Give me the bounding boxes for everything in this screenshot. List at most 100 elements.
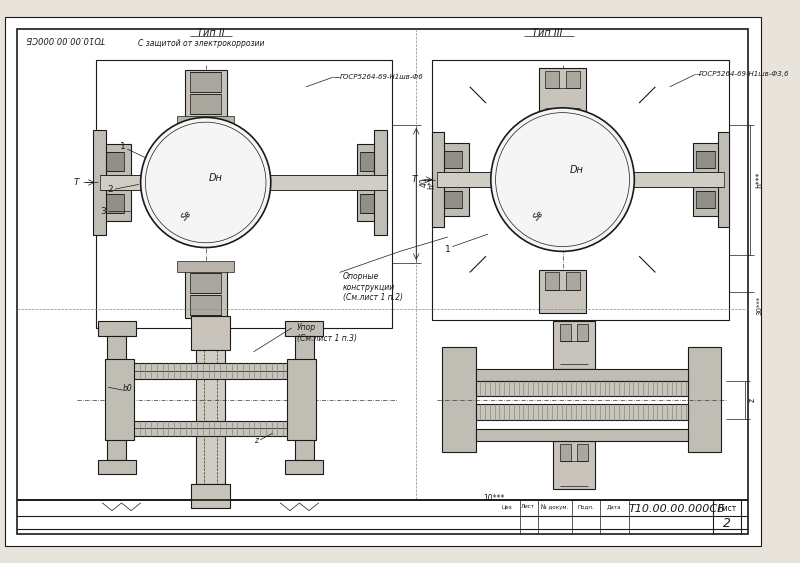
Bar — [101, 175, 387, 190]
Text: 30***: 30*** — [757, 296, 762, 315]
Bar — [124, 421, 297, 436]
Text: С защитой от электрокоррозии: С защитой от электрокоррозии — [138, 39, 264, 48]
Bar — [287, 359, 316, 440]
Text: Лист: Лист — [521, 520, 535, 525]
Text: Подп.: Подп. — [577, 504, 594, 510]
Bar — [577, 324, 589, 341]
Bar — [538, 270, 586, 312]
Bar — [442, 347, 475, 452]
Bar — [360, 152, 381, 171]
Text: Упор
(См.лист 1 п.3): Упор (См.лист 1 п.3) — [297, 323, 357, 342]
Bar — [177, 261, 234, 272]
Bar — [285, 460, 323, 474]
Bar — [553, 321, 595, 369]
Text: ГОСР5264-69-Н1шв-Ф3,6: ГОСР5264-69-Н1шв-Ф3,6 — [698, 72, 789, 77]
Bar — [124, 363, 297, 378]
Text: Дата: Дата — [607, 504, 622, 510]
Bar — [190, 274, 221, 293]
Text: T10.00.00.000СБ: T10.00.00.000СБ — [629, 504, 726, 513]
Text: 3: 3 — [101, 207, 106, 216]
Bar — [177, 115, 234, 127]
Text: 1: 1 — [445, 245, 450, 254]
Ellipse shape — [491, 108, 634, 251]
Bar — [106, 359, 134, 440]
Text: Тип III: Тип III — [532, 28, 562, 38]
Text: Лист: Лист — [718, 504, 737, 513]
Text: T: T — [411, 175, 417, 184]
Bar — [440, 143, 469, 216]
Text: b0: b0 — [122, 383, 132, 392]
Bar — [191, 316, 230, 350]
Bar — [475, 369, 688, 381]
Text: 2: 2 — [723, 517, 731, 530]
Polygon shape — [442, 347, 475, 452]
Text: T: T — [74, 178, 79, 187]
Bar — [688, 347, 722, 452]
Text: Тип II: Тип II — [197, 28, 224, 38]
Bar — [546, 70, 558, 88]
Bar — [560, 444, 571, 461]
Polygon shape — [77, 352, 106, 448]
Text: z: z — [254, 436, 258, 445]
Text: Цех: Цех — [502, 504, 513, 510]
Bar — [357, 144, 387, 221]
Bar — [96, 60, 392, 328]
Polygon shape — [688, 347, 722, 452]
Bar — [438, 172, 724, 187]
Bar — [433, 60, 729, 320]
Bar — [718, 132, 729, 227]
Text: Dн: Dн — [570, 165, 584, 175]
Text: № докум.: № докум. — [542, 504, 569, 510]
Bar — [538, 68, 586, 111]
Bar — [196, 350, 225, 484]
Text: Dн: Dн — [208, 173, 222, 182]
Bar — [695, 151, 714, 168]
Bar — [98, 460, 136, 474]
Bar — [443, 151, 462, 168]
Text: Цех: Цех — [502, 520, 513, 525]
Bar — [190, 296, 221, 315]
Bar — [577, 444, 589, 461]
Bar — [546, 272, 558, 289]
Text: Подп.: Подп. — [577, 520, 594, 525]
Ellipse shape — [141, 118, 270, 248]
Bar — [566, 272, 580, 289]
Text: z: z — [747, 397, 757, 402]
Bar — [98, 321, 136, 336]
Bar — [374, 130, 387, 235]
Bar — [475, 381, 688, 396]
Bar — [560, 324, 571, 341]
Text: h**: h** — [427, 176, 436, 189]
Text: № докум.: № докум. — [542, 519, 569, 525]
Bar — [190, 73, 221, 92]
Bar — [433, 132, 444, 227]
Bar — [185, 270, 226, 318]
Bar — [695, 191, 714, 208]
Bar — [191, 484, 230, 508]
Bar — [190, 95, 221, 114]
Text: 10***: 10*** — [483, 494, 504, 503]
Bar — [475, 404, 688, 420]
Bar — [101, 144, 131, 221]
Text: Опорные
конструкции
(См.лист 1 п.2): Опорные конструкции (См.лист 1 п.2) — [342, 272, 402, 302]
Bar — [107, 336, 126, 460]
Polygon shape — [316, 352, 345, 448]
Bar — [566, 70, 580, 88]
Bar — [285, 321, 323, 336]
Bar — [185, 70, 226, 118]
Text: Лист: Лист — [521, 504, 535, 510]
Bar — [93, 130, 106, 235]
Bar — [294, 336, 314, 460]
Bar — [693, 143, 722, 216]
Text: Sв: Sв — [532, 209, 546, 223]
Text: 2: 2 — [107, 185, 113, 194]
Bar — [443, 191, 462, 208]
Text: ТО10.00.00.000СБ: ТО10.00.00.000СБ — [26, 34, 105, 43]
Text: 1: 1 — [119, 142, 126, 151]
Text: 40: 40 — [419, 177, 428, 187]
Text: Дата: Дата — [607, 520, 622, 525]
Text: h***: h*** — [755, 171, 764, 188]
Bar — [103, 152, 124, 171]
Text: Sв: Sв — [180, 209, 194, 223]
Bar — [553, 441, 595, 489]
